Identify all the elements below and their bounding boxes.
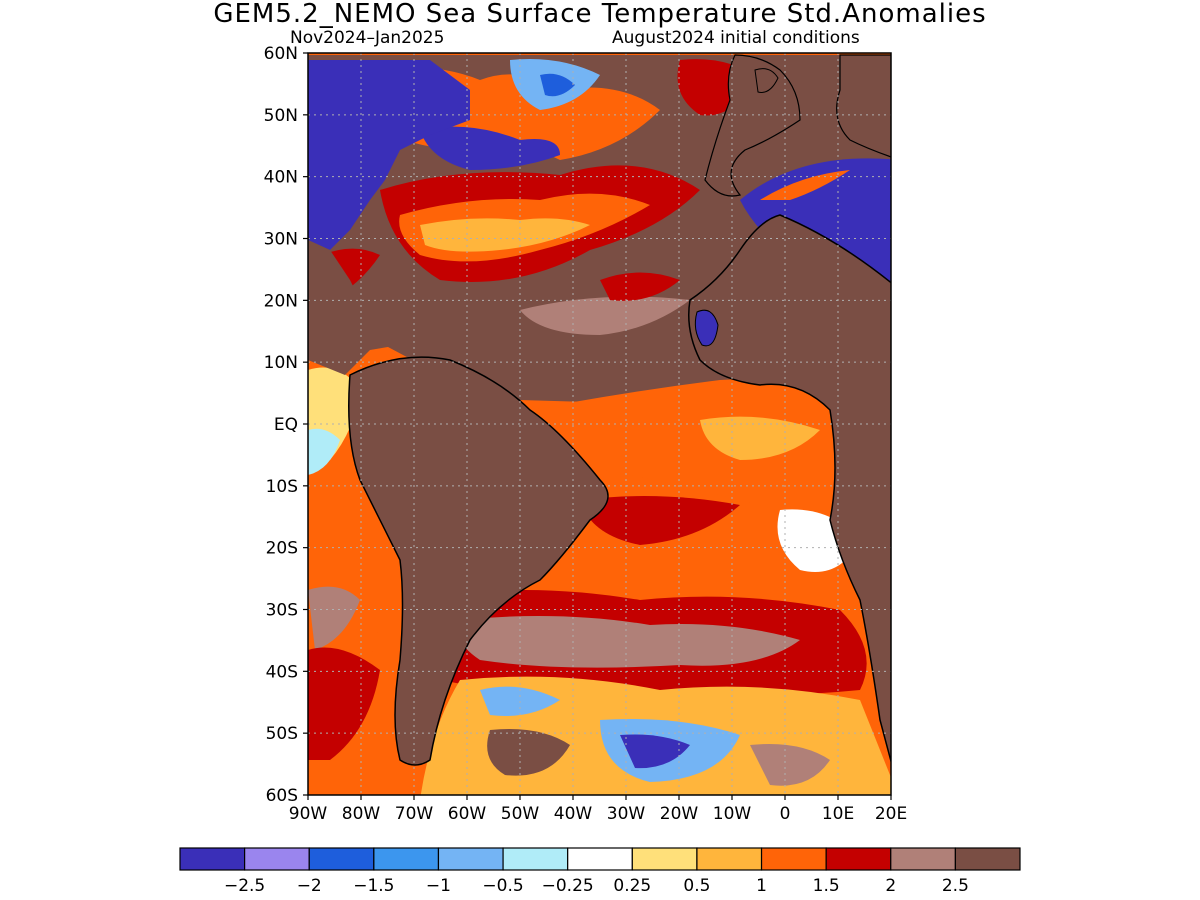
mid-atlantic-anomaly <box>600 272 680 301</box>
colorbar-swatch <box>502 847 569 871</box>
eastern-europe <box>836 54 891 158</box>
colorbar-swatch <box>308 847 375 871</box>
south-anomaly-inner <box>457 616 800 668</box>
colorbar-swatch <box>631 847 698 871</box>
lon-tick-label: 90W <box>289 804 328 824</box>
lat-tick-label: 50S <box>266 724 298 744</box>
lon-tick-label: 0 <box>780 804 791 824</box>
lon-tick-label: 70W <box>395 804 434 824</box>
lat-tick-label: 40S <box>266 662 298 682</box>
sa-anomaly-inner <box>700 416 820 460</box>
colorbar-label: 2 <box>885 876 896 896</box>
colorbar-swatch <box>825 847 892 871</box>
tropical-na-anomaly <box>520 296 690 335</box>
colorbar-label: −0.5 <box>482 876 523 896</box>
lon-tick-label: 50W <box>501 804 540 824</box>
colorbar-label: −2.5 <box>224 876 265 896</box>
graticule <box>308 53 891 795</box>
colorbar-swatch <box>696 847 763 871</box>
lon-tick-label: 40W <box>554 804 593 824</box>
na-anomaly-inner <box>420 218 590 252</box>
sa-anomaly-band <box>580 496 740 545</box>
lat-tick-label: 40N <box>264 168 298 188</box>
latitude-axis: 60N 50N 40N 30N 20N 10N EQ 10S 20S 30S 40S 50S 60S <box>264 44 308 806</box>
colorbar-label: 1 <box>756 876 767 896</box>
map-field <box>308 53 891 795</box>
forecast-period: Nov2024–Jan2025 <box>290 28 445 48</box>
lat-tick-label: EQ <box>274 415 298 435</box>
lon-tick-label: 20E <box>875 804 907 824</box>
lat-tick-label: 20S <box>266 539 298 559</box>
lat-tick-label: 10N <box>264 353 298 373</box>
africa <box>688 214 891 765</box>
lat-tick-label: 30N <box>264 230 298 250</box>
south-warm-patch <box>487 729 570 776</box>
pacific-far-south <box>308 647 380 760</box>
lat-tick-label: 50N <box>264 106 298 126</box>
north-america-east <box>308 60 470 250</box>
pacific-south-inner <box>308 586 360 650</box>
colorbar-label: −0.25 <box>542 876 594 896</box>
western-europe <box>704 54 801 197</box>
british-isles <box>754 68 779 93</box>
colorbar-label: 1.5 <box>813 876 840 896</box>
lat-tick-label: 30S <box>266 601 298 621</box>
colorbar-label: −1.5 <box>353 876 394 896</box>
colorbar-label: −1 <box>426 876 451 896</box>
south-america <box>348 356 609 766</box>
colorbar-label: 0.5 <box>683 876 710 896</box>
colorbar-swatch <box>760 847 827 871</box>
chart-title: GEM5.2_NEMO Sea Surface Temperature Std.… <box>213 0 987 29</box>
south-cold-core <box>620 734 690 769</box>
west-africa-cold-patch <box>694 309 719 347</box>
colorbar-swatch <box>437 847 504 871</box>
colorbar-swatch <box>244 847 310 871</box>
colorbar: −2.5 −2 −1.5 −1 −0.5 −0.25 0.25 0.5 1 1.5 2 2.5 <box>179 847 1021 896</box>
gulfstream-cold-anomaly <box>420 126 560 170</box>
lon-tick-label: 80W <box>342 804 381 824</box>
colorbar-label: 0.25 <box>613 876 651 896</box>
central-america <box>308 240 410 375</box>
lat-tick-label: 60S <box>266 786 298 806</box>
initial-conditions: August2024 initial conditions <box>612 28 860 48</box>
lon-tick-label: 20W <box>660 804 699 824</box>
lat-tick-label: 60N <box>264 44 298 64</box>
lon-tick-label: 10W <box>713 804 752 824</box>
pacific-cool-patch <box>308 428 340 475</box>
labrador-cold-core <box>540 73 575 97</box>
lon-tick-label: 30W <box>607 804 646 824</box>
colorbar-swatch <box>890 847 956 871</box>
lat-tick-label: 10S <box>266 477 298 497</box>
longitude-axis: 90W 80W 70W 60W 50W 40W 30W 20W 10W 0 10E 20E <box>289 795 907 824</box>
colorbar-swatch <box>373 847 440 871</box>
colorbar-label: −2 <box>297 876 322 896</box>
lon-tick-label: 60W <box>448 804 487 824</box>
colorbar-swatch <box>954 847 1021 871</box>
lon-tick-label: 10E <box>822 804 854 824</box>
south-warm-patch-2 <box>750 744 830 786</box>
lat-tick-label: 20N <box>264 291 298 311</box>
colorbar-swatch <box>567 847 633 871</box>
colorbar-swatch <box>179 847 246 871</box>
colorbar-label: 2.5 <box>942 876 969 896</box>
mediterranean-warm-patch <box>760 170 850 200</box>
